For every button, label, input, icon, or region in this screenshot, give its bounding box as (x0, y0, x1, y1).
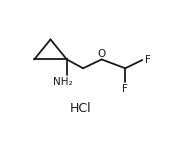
Text: F: F (145, 55, 150, 65)
Text: HCl: HCl (69, 102, 91, 115)
Text: O: O (97, 49, 106, 59)
Text: F: F (122, 84, 128, 94)
Text: NH₂: NH₂ (53, 77, 72, 87)
